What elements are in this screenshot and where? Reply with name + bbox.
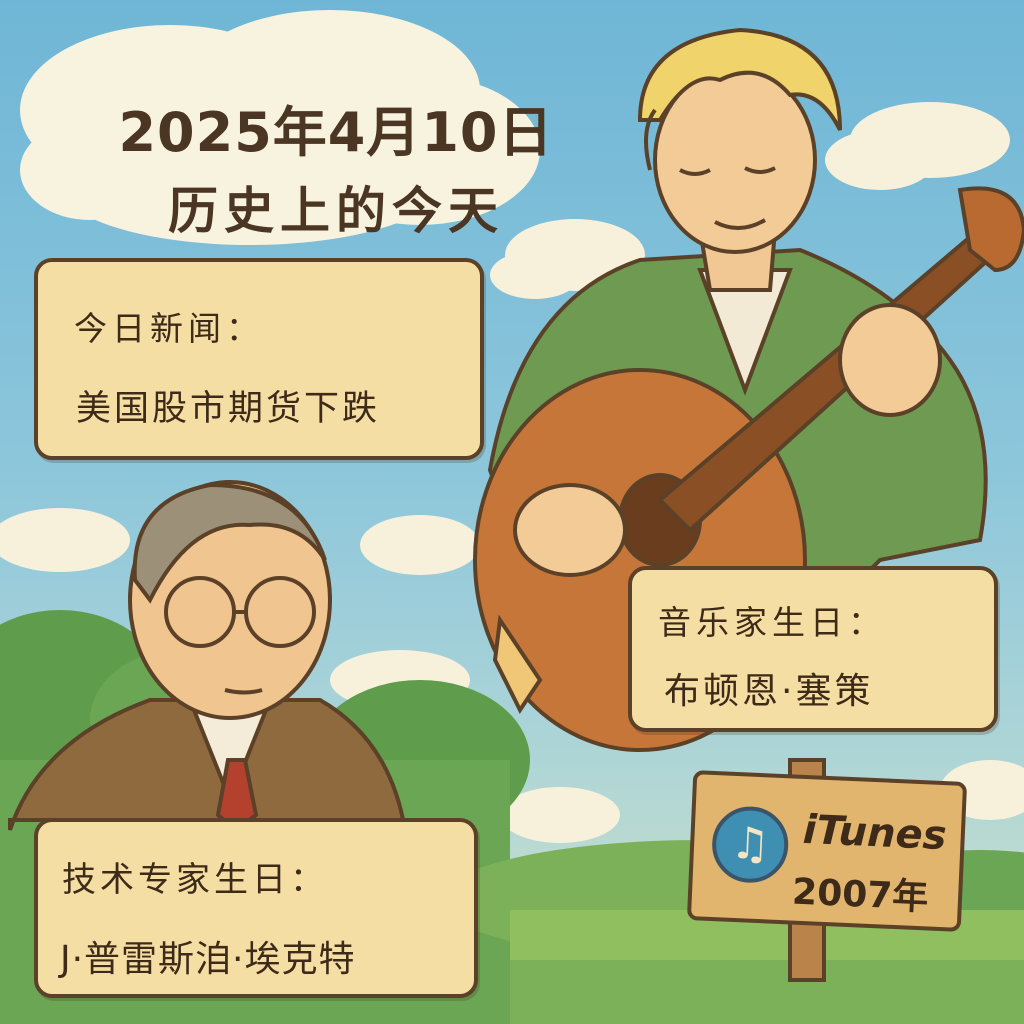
music-note-icon: ♫: [710, 805, 790, 885]
sign-brand: iTunes: [801, 806, 948, 860]
news-text: 美国股市期货下跌: [76, 389, 381, 429]
tech-card: 技术专家生日： J·普雷斯洎·埃克特: [34, 818, 478, 998]
page-title-date: 2025年4月10日: [118, 101, 554, 164]
musician-card: 音乐家生日： 布顿恩·塞策: [628, 566, 998, 732]
news-card: 今日新闻： 美国股市期货下跌: [34, 258, 484, 460]
musician-name: 布顿恩·塞策: [664, 671, 874, 712]
musician-figure: [473, 27, 1024, 752]
tech-label: 技术专家生日：: [62, 860, 328, 900]
itunes-sign: ♫ iTunes 2007年: [686, 770, 968, 932]
tech-expert-figure: [8, 480, 407, 833]
news-label: 今日新闻：: [74, 309, 264, 348]
sign-year: 2007年: [791, 871, 930, 919]
musician-label: 音乐家生日：: [658, 603, 886, 642]
page-title: 历史上的今天: [168, 182, 504, 240]
title-cloud: 2025年4月10日 历史上的今天: [40, 28, 552, 243]
title-cloud-shape: [20, 10, 540, 245]
tech-name: J·普雷斯洎·埃克特: [60, 939, 356, 980]
